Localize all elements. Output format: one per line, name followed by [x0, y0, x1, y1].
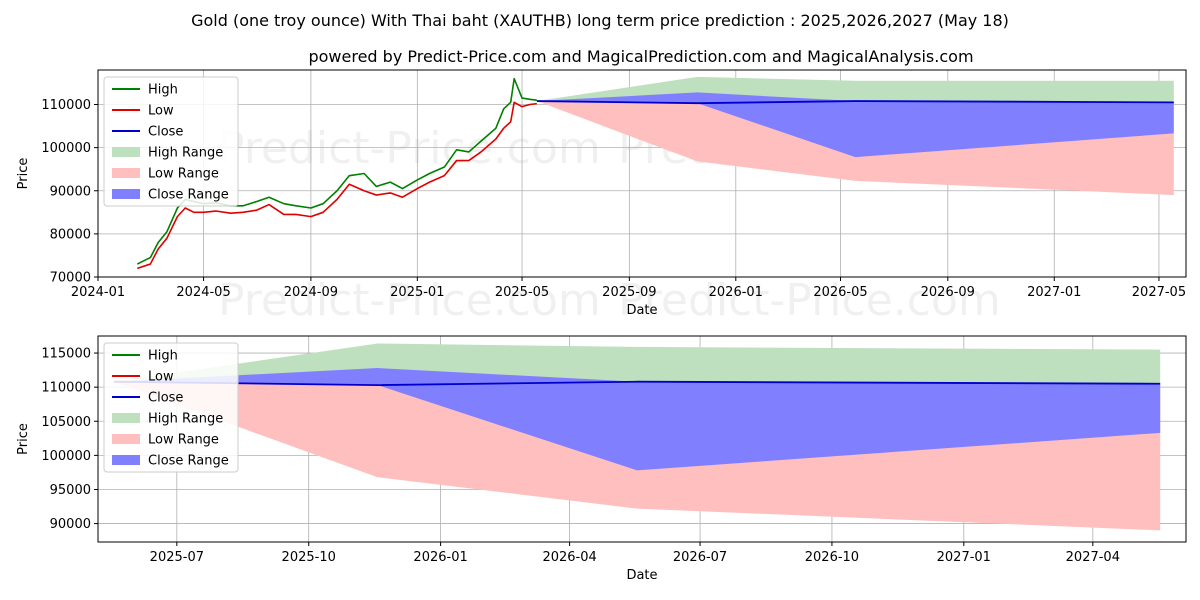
y-tick-label: 100000 — [41, 141, 91, 156]
x-tick-label: 2026-04 — [542, 550, 596, 565]
legend-close-range-swatch — [112, 189, 140, 199]
watermark-text: Predict-Price.com — [618, 275, 1001, 326]
y-tick-label: 100000 — [41, 449, 91, 464]
plot-frame — [97, 69, 1187, 278]
legend-high-range-label: High Range — [148, 146, 223, 161]
y-tick-label: 95000 — [50, 483, 91, 498]
legend-high-label: High — [148, 349, 178, 364]
chart-subtitle: powered by Predict-Price.com and Magical… — [308, 47, 973, 66]
bottom-panel: Predict-Price.comPredict-Price.com2025-0… — [16, 335, 1187, 583]
x-tick-label: 2027-01 — [937, 550, 991, 565]
x-tick-label: 2024-05 — [176, 285, 230, 300]
top-panel: Predict-Price.com Predict-Price.com Predic… — [16, 69, 1187, 326]
legend-high-range-swatch — [112, 413, 140, 423]
legend: High Low Close High Range Low Range Close Ran… — [103, 76, 239, 207]
legend-close-label: Close — [148, 391, 183, 406]
x-tick-label: 2026-01 — [709, 285, 763, 300]
y-tick-label: 105000 — [41, 415, 91, 430]
chart-title: Gold (one troy ounce) With Thai baht (XA… — [191, 11, 1009, 30]
legend-low-range-label: Low Range — [148, 433, 219, 448]
x-tick-label: 2026-07 — [673, 550, 727, 565]
y-tick-label: 80000 — [50, 227, 91, 242]
x-axis-label: Date — [626, 303, 657, 318]
legend: High Low Close High Range Low Range Close Ran… — [103, 342, 239, 473]
x-tick-label: 2025-07 — [150, 550, 204, 565]
legend-close-range-label: Close Range — [148, 454, 229, 469]
close-range-band — [113, 368, 1161, 471]
close-range-band — [536, 92, 1174, 158]
y-tick-label: 110000 — [41, 381, 91, 396]
close-forecast-line — [113, 380, 1161, 387]
legend-close-range-swatch — [112, 455, 140, 465]
close-forecast-line — [536, 100, 1174, 105]
legend-high-range-label: High Range — [148, 412, 223, 427]
legend-low-label: Low — [148, 104, 174, 119]
low-series-line — [137, 101, 537, 270]
x-tick-label: 2026-09 — [921, 285, 975, 300]
x-tick-label: 2027-04 — [1066, 550, 1120, 565]
y-tick-label: 110000 — [41, 98, 91, 113]
x-tick-label: 2027-05 — [1132, 285, 1186, 300]
y-tick-label: 90000 — [50, 184, 91, 199]
x-tick-label: 2026-10 — [805, 550, 859, 565]
legend-low-label: Low — [148, 370, 174, 385]
watermark-text: Predict-Price.com — [218, 123, 601, 174]
legend-close-range-label: Close Range — [148, 188, 229, 203]
legend-low-range-label: Low Range — [148, 167, 219, 182]
y-axis-label: Price — [16, 158, 31, 190]
x-tick-label: 2026-01 — [413, 550, 467, 565]
y-tick-label: 115000 — [41, 347, 91, 362]
plot-frame — [97, 335, 1187, 543]
x-tick-label: 2026-05 — [813, 285, 867, 300]
legend-low-range-swatch — [112, 434, 140, 444]
legend-close-label: Close — [148, 125, 183, 140]
y-axis-label: Price — [16, 423, 31, 455]
y-tick-label: 90000 — [50, 517, 91, 532]
x-tick-label: 2024-09 — [284, 285, 338, 300]
x-tick-label: 2025-05 — [495, 285, 549, 300]
x-tick-label: 2025-10 — [282, 550, 336, 565]
x-tick-label: 2025-01 — [390, 285, 444, 300]
x-tick-label: 2027-01 — [1027, 285, 1081, 300]
y-tick-label: 70000 — [50, 271, 91, 286]
legend-low-range-swatch — [112, 168, 140, 178]
x-tick-label: 2024-01 — [71, 285, 125, 300]
watermark-text: Predict-Price.com — [218, 275, 601, 326]
legend-high-label: High — [148, 83, 178, 98]
legend-high-range-swatch — [112, 147, 140, 157]
x-tick-label: 2025-09 — [602, 285, 656, 300]
x-axis-label: Date — [626, 568, 657, 583]
